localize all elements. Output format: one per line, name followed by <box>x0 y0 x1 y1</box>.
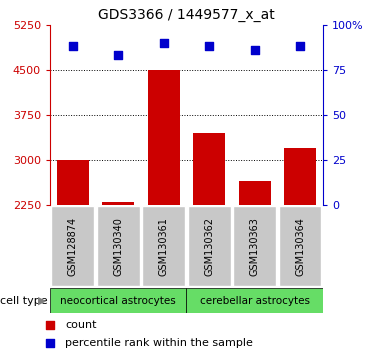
Bar <box>148 70 180 205</box>
Bar <box>193 133 225 205</box>
Text: GSM130362: GSM130362 <box>204 217 214 276</box>
Bar <box>102 202 134 205</box>
Bar <box>239 181 270 205</box>
Text: GSM128874: GSM128874 <box>68 217 78 276</box>
FancyBboxPatch shape <box>187 288 323 313</box>
Title: GDS3366 / 1449577_x_at: GDS3366 / 1449577_x_at <box>98 8 275 22</box>
Text: GSM130340: GSM130340 <box>113 217 123 276</box>
Point <box>115 52 121 58</box>
Text: GSM130363: GSM130363 <box>250 217 260 276</box>
FancyBboxPatch shape <box>142 206 185 286</box>
Point <box>206 44 212 49</box>
Text: GSM130364: GSM130364 <box>295 217 305 276</box>
Text: count: count <box>65 320 96 330</box>
Text: ▶: ▶ <box>38 296 46 306</box>
Point <box>47 322 53 327</box>
FancyBboxPatch shape <box>188 206 230 286</box>
Point <box>297 44 303 49</box>
FancyBboxPatch shape <box>279 206 321 286</box>
FancyBboxPatch shape <box>50 288 187 313</box>
Text: percentile rank within the sample: percentile rank within the sample <box>65 338 253 348</box>
Text: GSM130361: GSM130361 <box>159 217 169 276</box>
Text: cell type: cell type <box>0 296 47 306</box>
Text: cerebellar astrocytes: cerebellar astrocytes <box>200 296 309 306</box>
Bar <box>57 160 89 205</box>
FancyBboxPatch shape <box>52 206 94 286</box>
Point <box>161 40 167 46</box>
Point <box>47 340 53 346</box>
FancyBboxPatch shape <box>233 206 276 286</box>
Text: neocortical astrocytes: neocortical astrocytes <box>60 296 176 306</box>
FancyBboxPatch shape <box>97 206 139 286</box>
Point <box>252 47 257 53</box>
Bar <box>284 148 316 205</box>
Point <box>70 44 76 49</box>
